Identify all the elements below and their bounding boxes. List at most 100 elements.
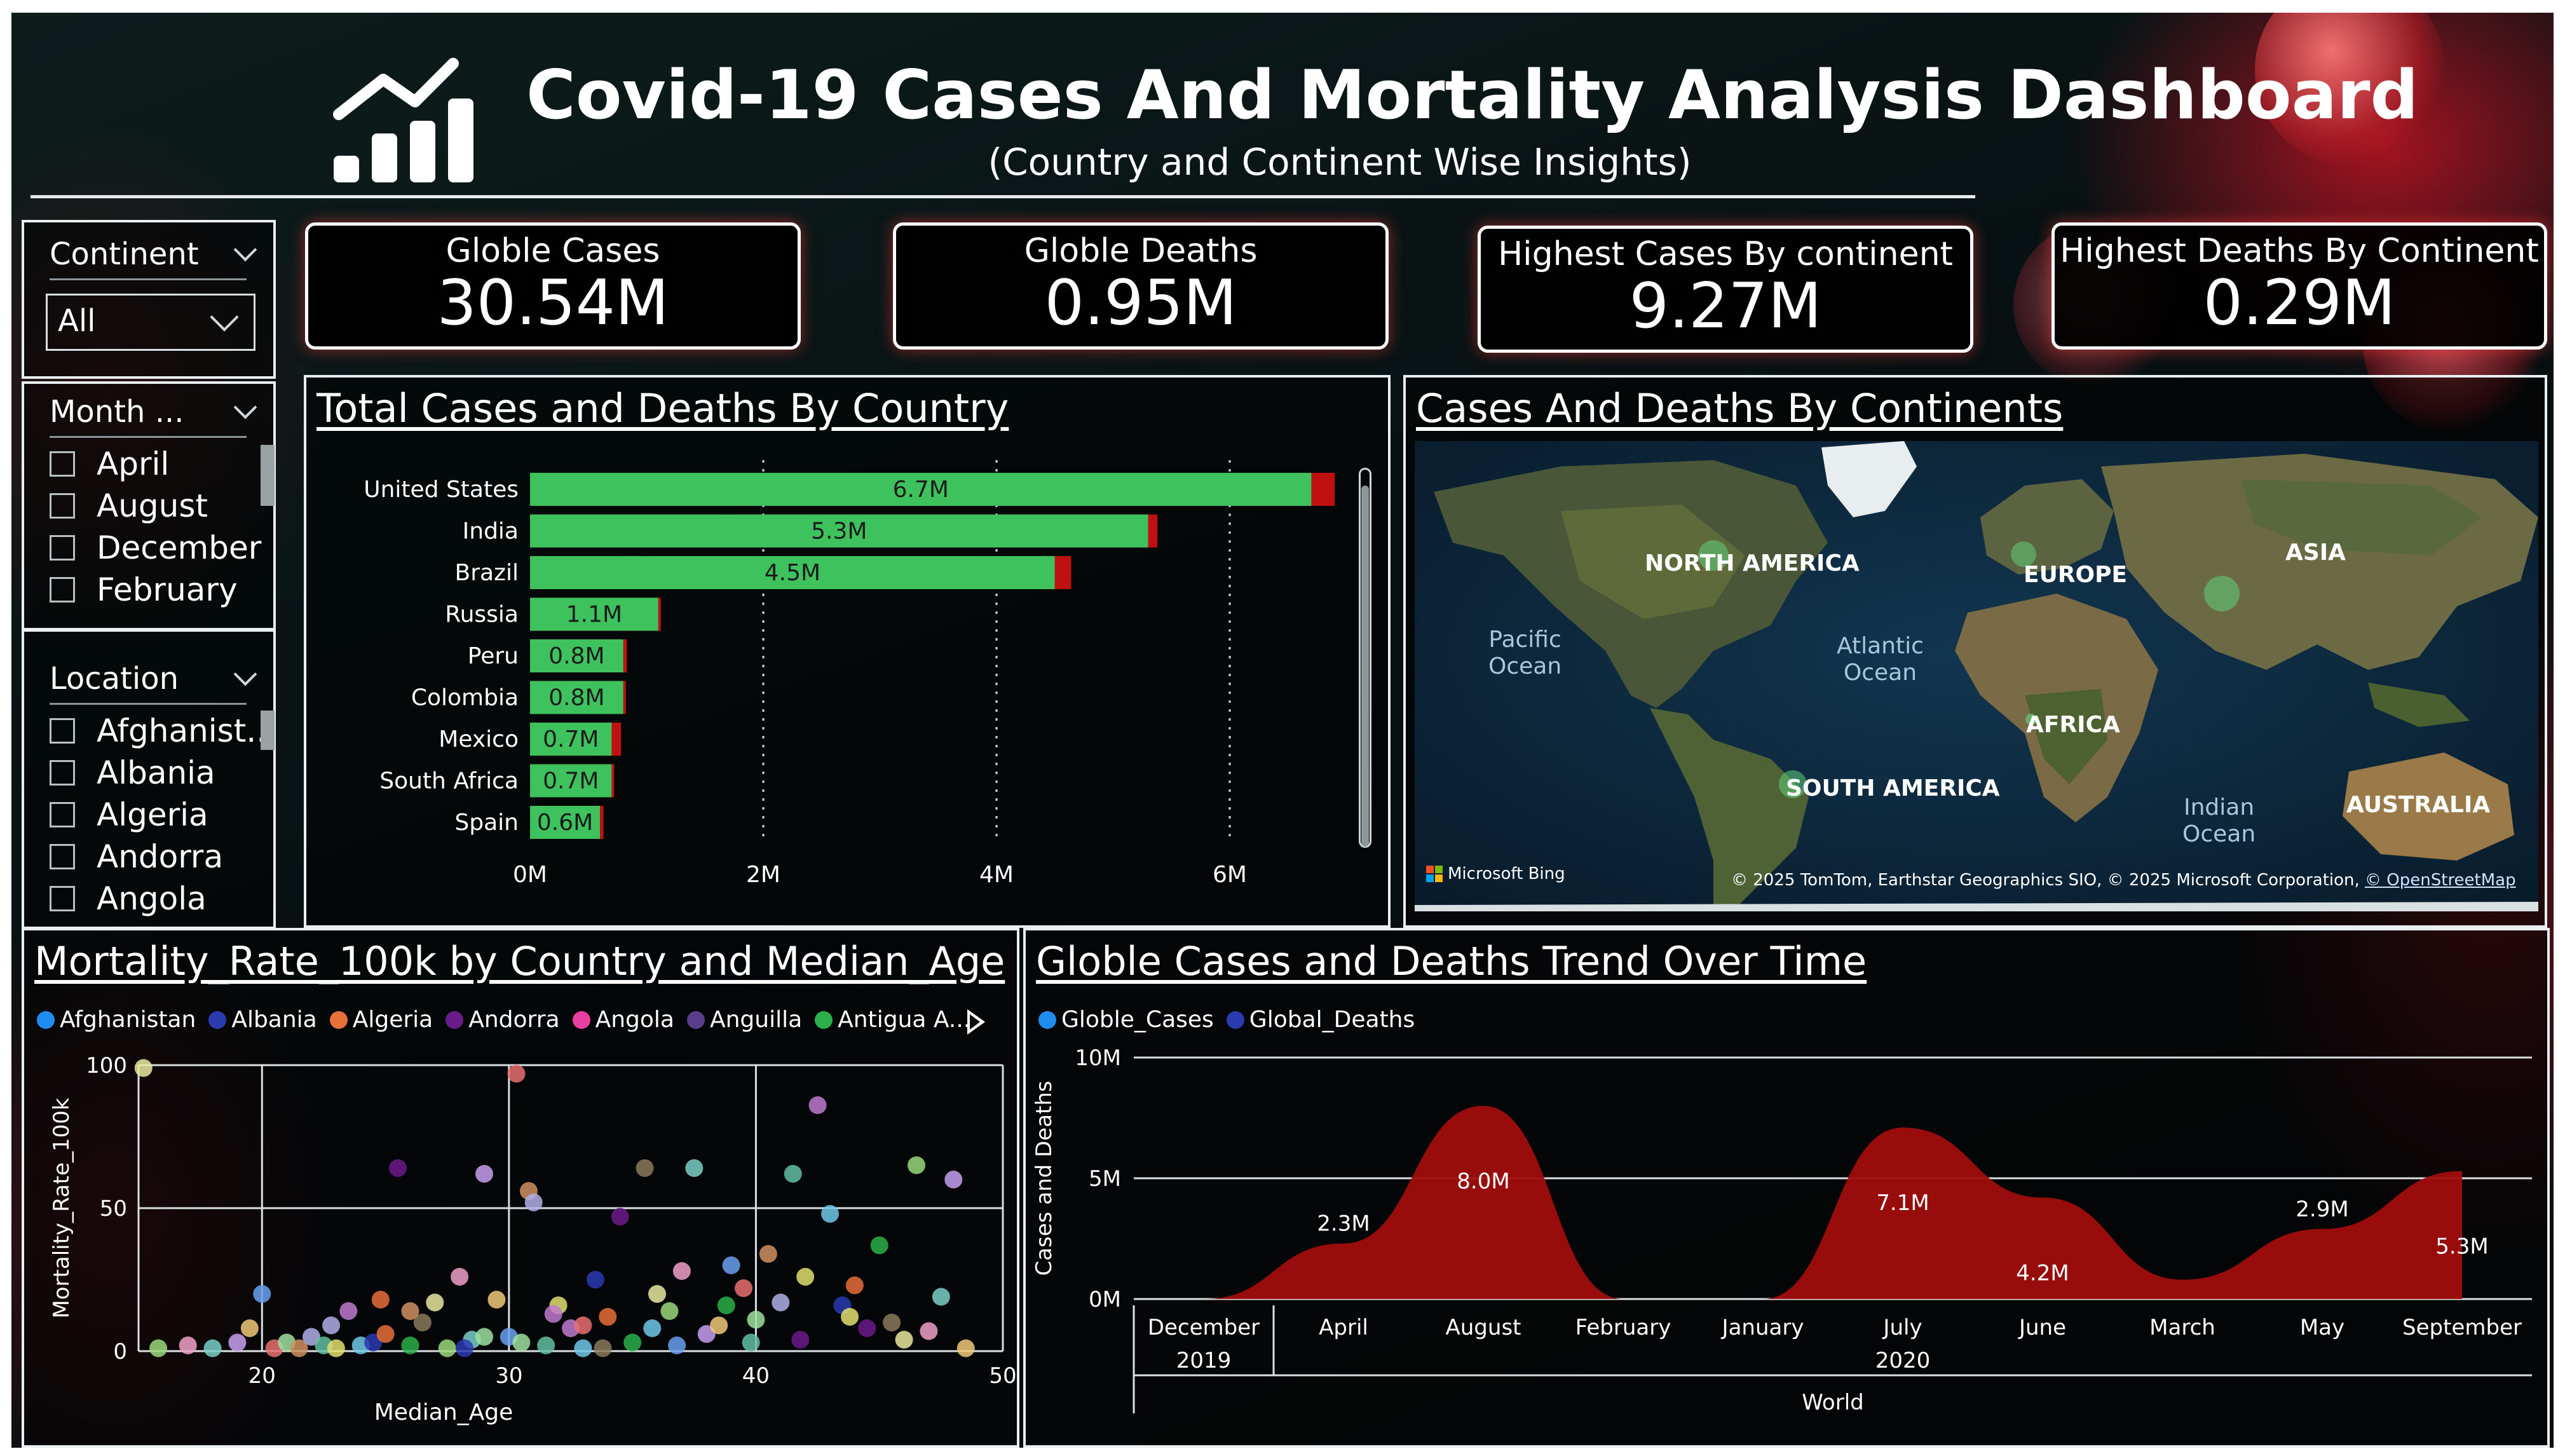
bar-cases	[530, 473, 1312, 506]
bar-cases	[530, 806, 601, 839]
data-label: 0.7M	[543, 726, 599, 752]
continent-slicer: Continent All	[22, 220, 276, 379]
x-tick-label: September	[2402, 1315, 2522, 1340]
scatter-point	[339, 1302, 358, 1320]
location-slicer: Location Afghanist.. Albania Algeria And…	[22, 629, 276, 929]
legend-item[interactable]: Global_Deaths	[1226, 1007, 1415, 1033]
scatter-point	[413, 1314, 432, 1331]
checkbox[interactable]	[50, 577, 75, 602]
kpi-card-highest-deaths-continent: Highest Deaths By Continent 0.29M	[2051, 222, 2547, 350]
map-bubble[interactable]	[1779, 770, 1807, 798]
bar-cases	[530, 597, 658, 631]
bar-deaths	[611, 764, 615, 798]
checkbox[interactable]	[50, 844, 75, 869]
chevron-down-icon[interactable]	[233, 395, 257, 419]
location-option[interactable]: Afghanist..	[50, 712, 266, 750]
scrollbar[interactable]	[261, 711, 275, 750]
microsoft-bing-logo: Microsoft Bing	[1426, 864, 1565, 883]
scatter-point	[327, 1339, 345, 1357]
bar-chart-title: Total Cases and Deaths By Country	[316, 385, 1009, 432]
world-map-graphic	[1415, 441, 2538, 911]
category-label: Peru	[468, 643, 519, 669]
bar-deaths	[623, 639, 627, 672]
legend-item[interactable]: Afghanistan	[37, 1007, 196, 1033]
category-label: United States	[364, 477, 519, 503]
scrollbar[interactable]	[1359, 468, 1371, 848]
month-option[interactable]: August	[50, 487, 208, 525]
kpi-card-highest-cases-continent: Highest Cases By continent 9.27M	[1478, 226, 1973, 353]
month-option[interactable]: April	[50, 445, 169, 483]
scroll-handle[interactable]	[1361, 486, 1369, 847]
scatter-point	[544, 1305, 562, 1323]
legend-item[interactable]: Antigua A...	[815, 1007, 970, 1033]
scatter-point	[648, 1285, 666, 1303]
checkbox[interactable]	[50, 886, 75, 911]
kpi-value: 0.29M	[2203, 267, 2396, 339]
checkbox[interactable]	[50, 718, 75, 744]
scatter-point	[594, 1339, 612, 1357]
scatter-point	[668, 1337, 686, 1354]
legend-item[interactable]: Andorra	[446, 1007, 560, 1033]
kpi-value: 9.27M	[1629, 270, 1822, 343]
kpi-label: Globle Deaths	[1024, 232, 1258, 270]
checkbox[interactable]	[50, 802, 75, 827]
map-bubble[interactable]	[2025, 714, 2037, 725]
scatter-point	[796, 1268, 815, 1286]
bar-cases	[530, 723, 612, 756]
legend-item[interactable]: Anguilla	[686, 1007, 802, 1033]
chevron-down-icon[interactable]	[233, 662, 257, 686]
map-label-australia: AUSTRALIA	[2346, 792, 2491, 818]
scatter-point	[426, 1293, 444, 1312]
world-map[interactable]: NORTH AMERICA EUROPE ASIA Pacific Ocean …	[1415, 441, 2538, 911]
scatter-point	[401, 1337, 419, 1354]
x-tick-label: April	[1319, 1315, 1368, 1340]
checkbox[interactable]	[50, 451, 75, 477]
location-option[interactable]: Andorra	[50, 838, 223, 876]
scrollbar[interactable]	[261, 445, 275, 506]
bar-deaths	[1148, 514, 1158, 548]
scatter-point	[858, 1319, 876, 1337]
scatter-point	[253, 1285, 271, 1303]
scatter-point	[389, 1159, 407, 1177]
map-bubble[interactable]	[2204, 576, 2240, 611]
checkbox[interactable]	[50, 493, 75, 519]
year-label: 2019	[1176, 1348, 1232, 1373]
map-bubble[interactable]	[2011, 541, 2036, 567]
openstreetmap-link[interactable]: © OpenStreetMap	[2365, 871, 2516, 890]
month-slicer-title: Month ...	[50, 394, 184, 430]
location-option[interactable]: Angola	[50, 880, 207, 918]
scatter-point	[240, 1319, 259, 1337]
scatter-point	[697, 1325, 716, 1343]
legend-item[interactable]: Globle_Cases	[1038, 1007, 1214, 1033]
category-label: India	[463, 519, 519, 545]
area-chart-panel: Globle Cases and Deaths Trend Over Time …	[1023, 928, 2550, 1448]
data-label: 0.8M	[548, 643, 604, 669]
checkbox[interactable]	[50, 535, 75, 561]
legend-item[interactable]: Angola	[572, 1007, 674, 1033]
y-tick-label: 50	[100, 1196, 127, 1221]
location-option[interactable]: Algeria	[50, 796, 208, 834]
checkbox[interactable]	[50, 760, 75, 786]
kpi-value: 0.95M	[1044, 267, 1237, 339]
scatter-point	[672, 1262, 691, 1280]
legend-item[interactable]: Albania	[208, 1007, 317, 1033]
bar-chart: 0M 2M 4M 6M United States 6.7M India 5.3M Brazil…	[364, 460, 1335, 888]
bar-cases	[530, 681, 623, 714]
scatter-point	[574, 1339, 592, 1357]
legend-next-arrow-inner	[970, 1014, 980, 1030]
category-label: Russia	[445, 602, 519, 628]
scatter-point	[376, 1325, 395, 1343]
data-label: 0.6M	[537, 810, 593, 836]
category-label: Colombia	[411, 685, 519, 711]
chevron-down-icon[interactable]	[233, 238, 257, 262]
month-option[interactable]: December	[50, 529, 261, 567]
area-series-cases	[1204, 1106, 2462, 1299]
scatter-chart-title: Mortality_Rate_100k by Country and Media…	[34, 938, 1005, 984]
month-option[interactable]: February	[50, 571, 238, 609]
map-bubble[interactable]	[1698, 540, 1729, 571]
location-option[interactable]: Albania	[50, 754, 215, 792]
continent-dropdown[interactable]: All	[46, 294, 255, 351]
x-tick-label: 30	[495, 1363, 522, 1389]
map-label-atlantic: Atlantic Ocean	[1837, 633, 1924, 686]
legend-item[interactable]: Algeria	[329, 1007, 433, 1033]
